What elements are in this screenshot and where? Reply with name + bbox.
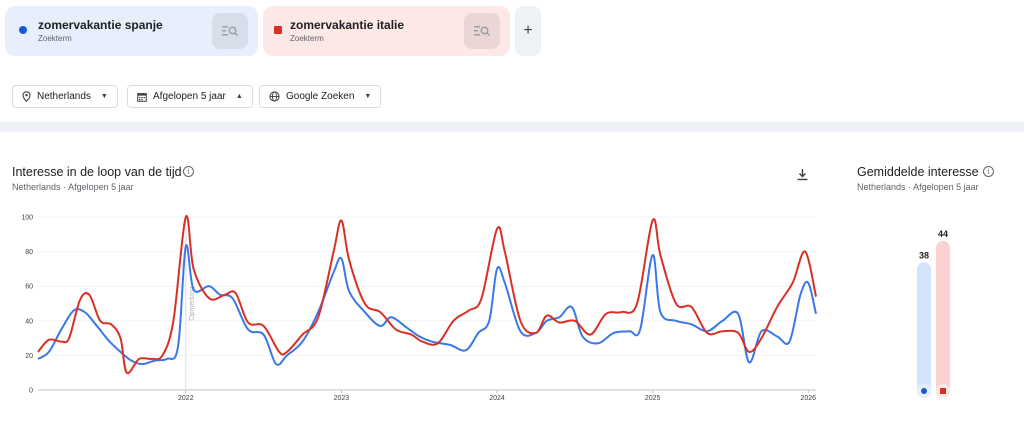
period-filter[interactable]: Afgelopen 5 jaar ▲ — [127, 85, 253, 108]
average-interest-subtitle: Netherlands · Afgelopen 5 jaar — [857, 182, 979, 192]
term-title: zomervakantie italie — [290, 18, 405, 32]
interest-over-time-chart: 0 20 40 60 80 100 2022 2023 2024 2025 2026 Opmerkin… — [21, 215, 817, 402]
term-color-square — [274, 26, 282, 34]
average-bar[interactable] — [936, 241, 950, 398]
subtitle-period: Afgelopen 5 jaar — [68, 182, 134, 192]
term-options-button[interactable] — [212, 13, 248, 49]
average-value-label: 44 — [938, 229, 948, 239]
x-tick-label: 2024 — [489, 395, 505, 402]
region-filter-label: Netherlands — [37, 91, 91, 102]
dropdown-arrow-icon: ▼ — [364, 93, 372, 100]
add-term-button[interactable]: + — [515, 6, 541, 56]
location-pin-icon — [22, 91, 31, 102]
info-icon[interactable]: i — [983, 166, 994, 177]
average-interest-bars: 38 44 — [917, 229, 950, 398]
average-bar-dot — [921, 388, 927, 394]
y-tick-label: 40 — [25, 318, 33, 325]
x-tick-label: 2026 — [800, 395, 816, 402]
section-divider — [0, 122, 1024, 132]
globe-icon — [269, 91, 280, 102]
x-tick-label: 2025 — [645, 395, 661, 402]
subtitle-separator: · — [63, 182, 67, 192]
interest-over-time-title: Interesse in de loop van de tijd — [12, 165, 182, 179]
search-list-icon — [474, 26, 490, 37]
source-filter[interactable]: Google Zoeken ▼ — [259, 85, 382, 108]
y-tick-label: 100 — [21, 215, 33, 222]
term-options-button[interactable] — [464, 13, 500, 49]
region-filter[interactable]: Netherlands ▼ — [12, 85, 118, 108]
x-tick-label: 2022 — [178, 395, 194, 402]
dropdown-arrow-icon: ▼ — [100, 93, 108, 100]
plus-icon: + — [523, 22, 533, 39]
average-interest-title: Gemiddelde interesse — [857, 165, 979, 179]
y-tick-label: 60 — [25, 284, 33, 291]
subtitle-region: Netherlands — [12, 182, 61, 192]
download-icon[interactable] — [796, 168, 809, 186]
calendar-icon — [137, 92, 147, 102]
period-filter-label: Afgelopen 5 jaar — [153, 91, 226, 102]
info-icon[interactable]: i — [183, 166, 194, 177]
series-line-spanje[interactable] — [37, 244, 817, 366]
term-type: Zoekterm — [38, 34, 72, 43]
y-tick-label: 0 — [29, 388, 33, 395]
source-filter-label: Google Zoeken — [286, 91, 355, 102]
subtitle-region: Netherlands — [857, 182, 906, 192]
subtitle-separator: · — [908, 182, 912, 192]
series-line-italie[interactable] — [37, 215, 817, 375]
average-value-label: 38 — [919, 250, 929, 260]
term-type: Zoekterm — [290, 34, 324, 43]
search-list-icon — [222, 26, 238, 37]
term-card-italie[interactable]: zomervakantie italie Zoekterm — [263, 6, 510, 56]
y-tick-label: 80 — [25, 249, 33, 256]
average-bar-square — [940, 388, 946, 394]
term-title: zomervakantie spanje — [38, 18, 163, 32]
term-card-spanje[interactable]: zomervakantie spanje Zoekterm — [5, 6, 258, 56]
x-tick-label: 2023 — [334, 395, 350, 402]
subtitle-period: Afgelopen 5 jaar — [913, 182, 979, 192]
dropdown-arrow-up-icon: ▲ — [235, 93, 243, 100]
average-bar[interactable] — [917, 262, 931, 398]
interest-over-time-subtitle: Netherlands · Afgelopen 5 jaar — [12, 182, 134, 192]
y-tick-label: 20 — [25, 353, 33, 360]
term-color-dot — [19, 26, 27, 34]
annotation-label: Opmerking — [189, 286, 196, 320]
